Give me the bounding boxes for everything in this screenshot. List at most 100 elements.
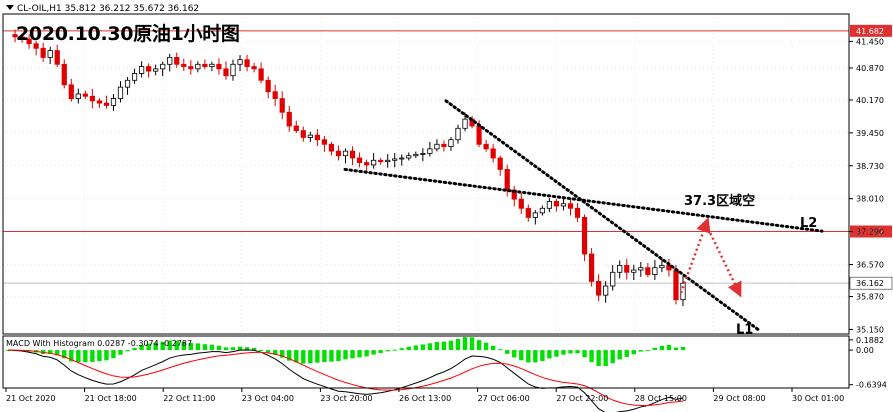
macd-histogram-bar [167, 340, 172, 351]
candle-body [230, 63, 236, 77]
dropdown-triangle-icon[interactable] [6, 5, 14, 10]
price-tag [850, 24, 892, 37]
macd-histogram-bar [146, 343, 151, 351]
candle-body [61, 63, 67, 86]
macd-histogram-bar [540, 350, 545, 361]
macd-histogram-bar [512, 350, 517, 358]
macd-histogram-bar [90, 350, 95, 362]
candle-body [624, 265, 630, 273]
candle-body [202, 63, 208, 67]
macd-histogram-bar [554, 350, 559, 357]
candle-body [117, 86, 124, 99]
macd-histogram-bar [603, 350, 608, 367]
macd-histogram-bar [315, 350, 320, 363]
macd-histogram-bar [308, 350, 313, 364]
candle-body [427, 148, 433, 154]
candle-body [279, 98, 285, 113]
symbol-info-text: CL-OIL,H1 35.812 36.212 35.672 36.162 [17, 4, 200, 14]
candle-body [209, 63, 215, 67]
candle-body [349, 150, 356, 159]
candle-body [328, 143, 335, 152]
candle-body [462, 118, 468, 129]
y-tick-label: 36.570 [856, 261, 884, 270]
candle-body [371, 159, 377, 166]
macd-histogram-bar [589, 350, 594, 363]
candle-body [342, 150, 349, 157]
macd-histogram-bar [202, 344, 208, 351]
trendline-l2 [343, 167, 824, 233]
macd-histogram-bar [448, 340, 454, 351]
macd-histogram-bar [434, 341, 440, 351]
macd-histogram-bar [561, 350, 566, 355]
candle-body [335, 150, 342, 157]
macd-histogram-bar [364, 350, 369, 357]
candle-body [181, 63, 187, 67]
macd-histogram-bar [223, 347, 229, 351]
macd-histogram-bar [111, 350, 116, 359]
macd-histogram-bar [624, 350, 629, 357]
macd-histogram-bar [406, 346, 411, 351]
x-tick-label: 23 Oct 20:00 [320, 394, 372, 403]
macd-histogram-bar [427, 343, 433, 351]
y-tick-label: 38.730 [856, 162, 884, 171]
candle-body [75, 93, 81, 99]
candle-body [581, 217, 588, 255]
candle-body [420, 153, 426, 155]
candle-body [68, 84, 74, 99]
candle-body [216, 63, 222, 70]
macd-histogram-bar [350, 350, 355, 359]
candle-body [153, 68, 159, 72]
macd-histogram-bar [118, 350, 123, 355]
price-tag-label: 41.682 [856, 27, 884, 36]
macd-histogram-bar [69, 350, 74, 362]
candle-body [596, 281, 602, 296]
y-tick-label: 35.870 [856, 293, 884, 302]
x-tick-label: 23 Oct 04:00 [242, 394, 294, 403]
macd-histogram-bar [294, 350, 299, 363]
y-tick-label: 41.450 [856, 37, 884, 46]
forecast-arrows [679, 217, 742, 298]
candle-body [631, 269, 637, 273]
x-tick-label: 26 Oct 13:00 [399, 394, 451, 403]
candle-body [673, 269, 679, 301]
candle-body [385, 159, 391, 163]
macd-histogram-bar [265, 350, 271, 353]
candle-body [356, 157, 363, 163]
macd-histogram-bar [638, 350, 644, 352]
macd-histogram-bar [343, 350, 348, 360]
y-tick-label: 40.170 [856, 96, 884, 105]
macd-histogram-bar [547, 350, 552, 359]
macd-histogram-bar [47, 350, 53, 355]
macd-histogram-bar [596, 350, 601, 367]
macd-histogram-bar [132, 347, 137, 351]
candle-body [490, 148, 496, 159]
symbol-info: CL-OIL,H1 35.812 36.212 35.672 36.162 [6, 4, 199, 14]
chart-title: 2020.10.30原油1小时图 [16, 23, 240, 45]
macd-histogram-bar [336, 350, 341, 362]
macd-histogram-bar [230, 347, 236, 351]
candle-body [476, 125, 482, 145]
candle-body [124, 79, 131, 88]
macd-histogram-bar [476, 340, 482, 351]
candle-body [286, 111, 292, 127]
price-tag-label: 37.292 [856, 228, 884, 237]
forecast-arrow [679, 217, 711, 294]
macd-histogram-bar [83, 350, 88, 363]
chart-labels: 37.3区域空 [684, 193, 755, 209]
candle-body [103, 102, 110, 106]
candle-body [174, 57, 180, 65]
macd-histogram-bar [287, 350, 292, 361]
macd-histogram-bar [378, 350, 383, 354]
macd-histogram-bar [237, 346, 243, 351]
price-tag-label: 36.162 [856, 279, 884, 288]
candle-body [265, 79, 271, 93]
macd-histogram-bar [251, 347, 257, 351]
trendline-l1 [444, 99, 760, 331]
macd-histogram-bar [469, 337, 475, 351]
candle-body [54, 50, 60, 65]
candle-body [504, 169, 510, 191]
candle-body [413, 153, 419, 157]
price-panel-frame [2, 13, 850, 335]
macd-histogram-bar [441, 341, 447, 351]
